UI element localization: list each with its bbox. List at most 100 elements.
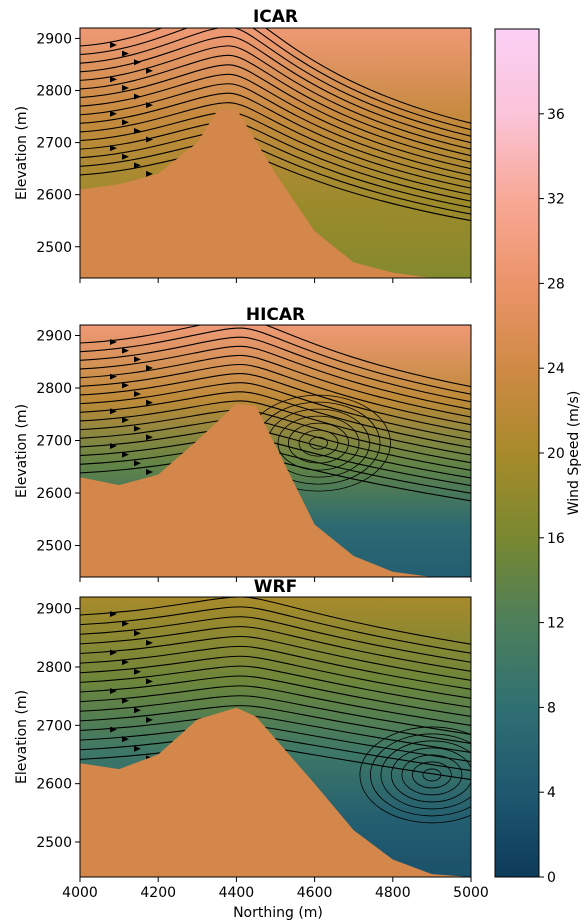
streamline xyxy=(80,655,471,699)
eddy-streamline xyxy=(298,429,339,457)
streamline xyxy=(80,73,471,170)
colorbar-tick-label: 20 xyxy=(547,446,565,462)
streamline xyxy=(80,28,471,131)
streamline xyxy=(80,345,471,410)
streamline-arrow xyxy=(134,390,141,397)
streamline-arrow xyxy=(122,84,129,91)
colorbar: 0 4 8 12 16 20 24 28 32 36 Wind Speed (m/s) xyxy=(494,28,582,886)
y-tick-label: 2600 xyxy=(36,777,72,793)
streamline xyxy=(80,54,471,157)
streamline-arrow xyxy=(134,668,141,675)
streamline-arrow xyxy=(110,76,117,83)
streamline-arrow xyxy=(122,382,129,389)
streamline-arrow xyxy=(122,153,129,160)
streamline xyxy=(80,64,471,163)
streamline-arrow xyxy=(122,416,129,423)
x-tick-label: 4000 xyxy=(62,885,98,901)
streamline xyxy=(80,363,471,426)
y-tick-label: 2500 xyxy=(36,240,72,256)
axes-frame xyxy=(79,27,472,279)
streamline-arrow xyxy=(122,119,129,126)
streamline xyxy=(80,675,471,717)
x-axis-label: Northing (m) xyxy=(233,905,323,921)
streamline-arrow xyxy=(146,434,153,441)
colorbar-gradient xyxy=(494,28,540,878)
streamline-arrow xyxy=(122,736,129,743)
y-tick-label: 2800 xyxy=(36,660,72,676)
streamline xyxy=(80,83,471,176)
streamline xyxy=(80,645,471,690)
panel-title: ICAR xyxy=(253,7,298,27)
streamline-arrow xyxy=(122,620,129,627)
streamline-arrow xyxy=(110,688,117,694)
streamline xyxy=(80,685,471,726)
y-tick-label: 2600 xyxy=(36,486,72,502)
terrain xyxy=(80,707,471,877)
eddy-streamline xyxy=(370,733,471,817)
streamline-arrow xyxy=(110,42,117,48)
streamline xyxy=(80,102,471,189)
streamline-arrow xyxy=(146,639,153,646)
streamline-arrow xyxy=(122,659,129,666)
streamline xyxy=(80,327,471,395)
streamline xyxy=(80,705,471,745)
streamline xyxy=(80,400,471,456)
colorbar-tick-label: 36 xyxy=(547,107,565,123)
streamline-arrow xyxy=(134,707,141,714)
streamline xyxy=(80,616,471,663)
y-tick-label: 2700 xyxy=(36,434,72,450)
streamline xyxy=(80,695,471,735)
streamline-arrow xyxy=(110,611,117,617)
y-tick-label: 2500 xyxy=(36,539,72,555)
streamline-arrow xyxy=(110,442,117,449)
panel-title: WRF xyxy=(254,577,297,597)
eddy-streamline xyxy=(309,436,328,450)
eddy-streamline xyxy=(391,747,471,803)
streamline-arrow xyxy=(146,364,153,371)
streamline xyxy=(80,382,471,441)
colorbar-tick-label: 16 xyxy=(547,531,565,547)
axes-frame xyxy=(79,324,472,578)
streamline xyxy=(80,28,471,124)
streamline-arrow xyxy=(134,356,141,363)
panel-title: HICAR xyxy=(246,305,305,325)
eddy-streamline xyxy=(277,415,360,471)
streamline-arrow xyxy=(122,347,129,354)
eddy-streamline xyxy=(380,740,471,810)
streamline xyxy=(80,35,471,144)
eddy-streamline xyxy=(401,754,463,796)
panel-icar: ICAR 2500 2600 2700 2800 2900 Elevation (m) xyxy=(14,7,472,283)
colorbar-tick-label: 4 xyxy=(547,785,556,801)
streamline-arrow xyxy=(134,425,141,432)
streamline-arrow xyxy=(146,678,153,685)
y-tick-label: 2800 xyxy=(36,381,72,397)
streamline-arrow xyxy=(134,460,141,467)
y-axis-label: Elevation (m) xyxy=(14,404,30,498)
streamline xyxy=(80,45,471,150)
streamline-arrow xyxy=(134,630,141,637)
eddy-streamline xyxy=(411,761,452,789)
streamline xyxy=(80,391,471,449)
streamline xyxy=(80,635,471,681)
streamline-arrow xyxy=(110,339,117,345)
streamline-arrow xyxy=(146,136,153,143)
streamline-arrow xyxy=(110,145,117,152)
terrain xyxy=(80,108,471,278)
streamline xyxy=(80,606,471,654)
streamline xyxy=(80,28,471,137)
colorbar-tick-label: 12 xyxy=(547,616,565,632)
x-tick-label: 4800 xyxy=(375,885,411,901)
y-axis-label: Elevation (m) xyxy=(14,690,30,784)
streamline-arrow xyxy=(146,716,153,723)
y-tick-label: 2800 xyxy=(36,84,72,100)
y-tick-label: 2600 xyxy=(36,188,72,204)
streamline-arrow xyxy=(122,451,129,458)
eddy-streamline xyxy=(288,422,349,464)
streamline-arrow xyxy=(146,67,153,74)
colorbar-tick-label: 0 xyxy=(547,870,556,886)
colorbar-tick-label: 28 xyxy=(547,276,565,292)
streamline xyxy=(80,626,471,672)
streamline xyxy=(80,336,471,403)
